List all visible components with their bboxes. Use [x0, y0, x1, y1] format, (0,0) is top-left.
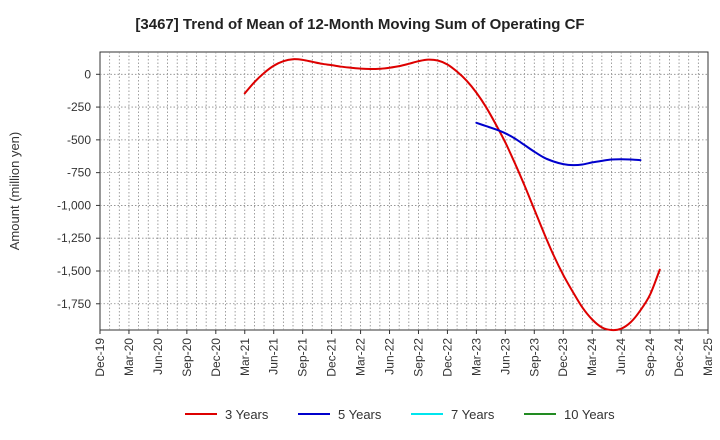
y-axis-ticks: 0 -250 -500 -750 -1,000 -1,250 -1,500 -1,750: [57, 67, 100, 311]
x-tick-label: Mar-22: [354, 338, 368, 376]
x-tick-label: Dec-24: [672, 338, 686, 377]
y-tick-label: 0: [84, 67, 91, 81]
x-tick-label: Dec-21: [325, 338, 339, 377]
x-tick-label: Mar-21: [238, 338, 252, 376]
legend-label-7-years: 7 Years: [451, 407, 495, 422]
y-tick-label: -500: [67, 133, 91, 147]
series-line-3-years: [243, 58, 661, 332]
y-tick-label: -1,250: [57, 231, 91, 245]
x-tick-label: Jun-24: [614, 338, 628, 375]
y-tick-label: -750: [67, 166, 91, 180]
x-tick-label: Sep-21: [296, 338, 310, 377]
x-tick-label: Mar-23: [469, 338, 483, 376]
x-tick-label: Sep-20: [180, 338, 194, 377]
grid: [100, 52, 708, 330]
x-tick-label: Sep-23: [527, 338, 541, 377]
x-tick-label: Dec-22: [440, 338, 454, 377]
x-tick-label: Sep-22: [411, 338, 425, 377]
chart-title: [3467] Trend of Mean of 12-Month Moving …: [135, 16, 584, 33]
x-tick-label: Jun-20: [151, 338, 165, 375]
x-axis-ticks: Dec-19 Mar-20 Jun-20 Sep-20 Dec-20 Mar-21 Jun-…: [93, 330, 715, 377]
y-tick-label: -1,750: [57, 297, 91, 311]
x-tick-label: Dec-23: [556, 338, 570, 377]
y-axis-label: Amount (million yen): [7, 132, 22, 251]
y-tick-label: -250: [67, 100, 91, 114]
legend-label-5-years: 5 Years: [338, 407, 382, 422]
y-tick-label: -1,000: [57, 198, 91, 212]
x-tick-label: Mar-25: [701, 338, 715, 376]
x-tick-label: Dec-20: [209, 338, 223, 377]
x-tick-label: Mar-20: [122, 338, 136, 376]
x-tick-label: Jun-21: [267, 338, 281, 375]
legend: 3 Years 5 Years 7 Years 10 Years: [185, 407, 615, 422]
y-tick-label: -1,500: [57, 264, 91, 278]
legend-label-10-years: 10 Years: [564, 407, 615, 422]
series-layer: [243, 58, 661, 332]
plot-area: [99, 51, 709, 331]
series-line-5-years: [475, 121, 642, 167]
x-tick-label: Mar-24: [585, 338, 599, 376]
x-tick-label: Sep-24: [643, 338, 657, 377]
x-tick-label: Jun-23: [498, 338, 512, 375]
x-tick-label: Jun-22: [383, 338, 397, 375]
legend-label-3-years: 3 Years: [225, 407, 269, 422]
x-tick-label: Dec-19: [93, 338, 107, 377]
